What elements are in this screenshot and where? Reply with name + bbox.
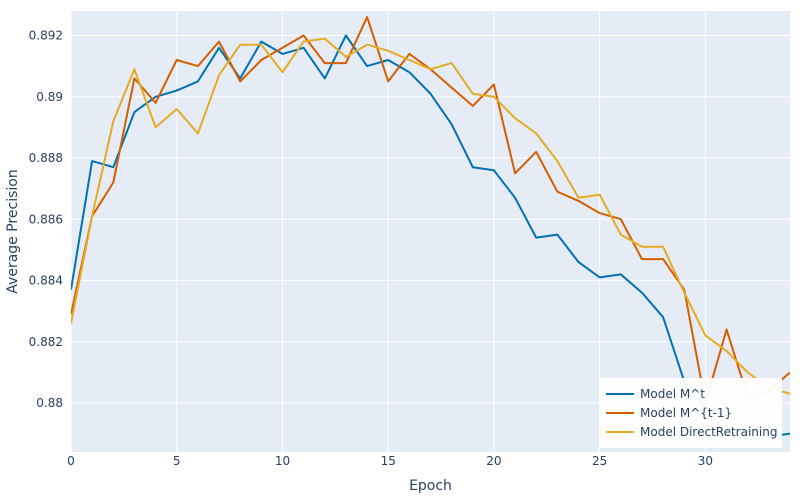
y-tick-label: 0.892 bbox=[29, 29, 63, 43]
series-lines bbox=[71, 16, 790, 441]
x-tick-label: 15 bbox=[381, 454, 396, 468]
y-axis-title: Average Precision bbox=[5, 169, 21, 293]
x-axis-ticks: 0 5 10 15 20 25 30 bbox=[67, 454, 713, 468]
y-tick-label: 0.882 bbox=[29, 335, 63, 349]
legend-label: Model DirectRetraining bbox=[640, 425, 777, 439]
x-tick-label: 0 bbox=[67, 454, 75, 468]
x-tick-label: 10 bbox=[275, 454, 290, 468]
series-line-3 bbox=[71, 37, 790, 395]
x-tick-label: 5 bbox=[173, 454, 181, 468]
x-tick-label: 20 bbox=[486, 454, 501, 468]
y-tick-label: 0.88 bbox=[36, 396, 63, 410]
y-tick-label: 0.89 bbox=[36, 90, 63, 104]
x-tick-label: 30 bbox=[698, 454, 713, 468]
y-tick-label: 0.886 bbox=[29, 212, 63, 226]
legend: Model M^t Model M^{t-1} Model DirectRetrai… bbox=[600, 378, 782, 448]
x-tick-label: 25 bbox=[592, 454, 607, 468]
x-axis-title: Epoch bbox=[409, 478, 452, 494]
series-line-1 bbox=[71, 34, 790, 441]
y-axis-ticks: 0.88 0.882 0.884 0.886 0.888 0.89 0.892 bbox=[29, 29, 63, 411]
y-tick-label: 0.888 bbox=[29, 151, 63, 165]
legend-label: Model M^t bbox=[640, 387, 705, 401]
grid bbox=[70, 11, 790, 452]
legend-label: Model M^{t-1} bbox=[640, 406, 732, 420]
y-tick-label: 0.884 bbox=[29, 274, 63, 288]
